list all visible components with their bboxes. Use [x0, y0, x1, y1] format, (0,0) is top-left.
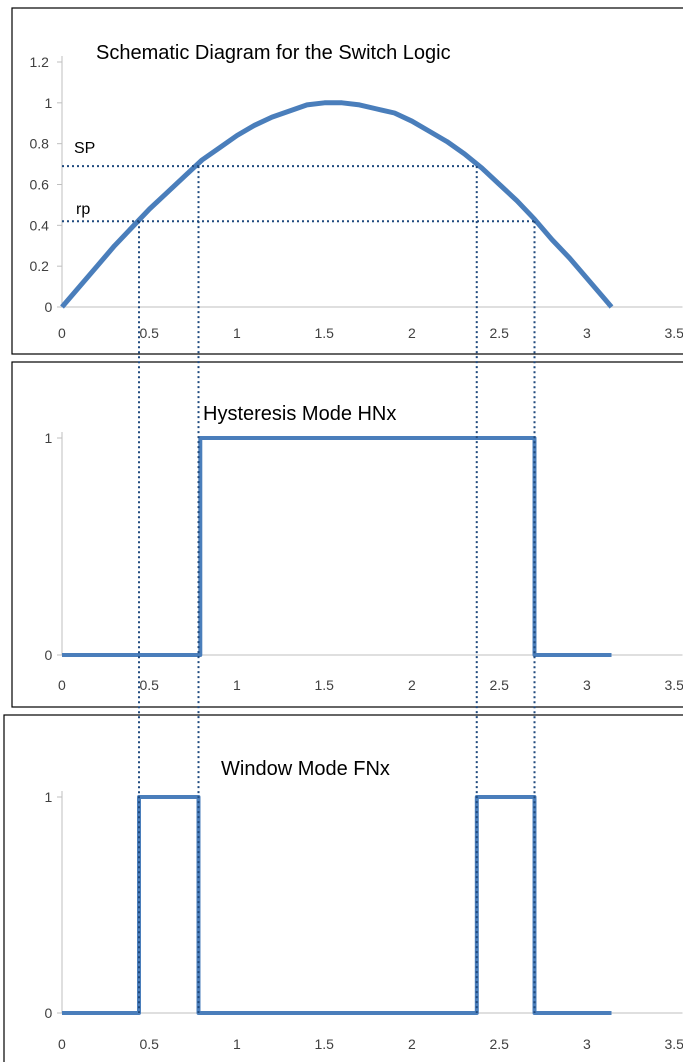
panel-2-y-tick-label: 1 — [45, 430, 53, 446]
panel-1-y-tick-label: 1 — [45, 95, 53, 111]
panel-3-y-tick-label: 1 — [45, 789, 53, 805]
panel-2-y-tick-label: 0 — [45, 647, 53, 663]
panel-1-y-tick-label: 0.6 — [30, 177, 50, 193]
panel-1-series-line — [60, 100, 614, 309]
plot-layer: 0 0.5 1 1.5 2 2.5 3 3.5 0 0.2 0.4 0.6 0.8 1 1.2 0 0.5 1 1.… — [30, 54, 683, 1052]
panel-3-x-tick-label: 1 — [233, 1036, 241, 1052]
panel-2-x-tick-label: 1 — [233, 677, 241, 693]
panel-3-series-line — [62, 795, 612, 1015]
panel-2-x-tick-label: 2 — [408, 677, 416, 693]
panel-1-x-tick-label: 2.5 — [490, 325, 510, 341]
panel-1-y-tick-label: 0.8 — [30, 136, 50, 152]
panel-1-y-tick-label: 0.2 — [30, 258, 50, 274]
panel-2-x-tick-label: 1.5 — [315, 677, 335, 693]
panel-2-series-line — [62, 436, 612, 657]
rp-label: rp — [76, 201, 90, 218]
panel-1-x-tick-label: 1.5 — [315, 325, 335, 341]
panel-2-title: Hysteresis Mode HNx — [203, 403, 396, 425]
panel-3-x-tick-label: 2.5 — [490, 1036, 510, 1052]
panel-3-x-tick-label: 1.5 — [315, 1036, 335, 1052]
panel-1-y-tick-label: 0.4 — [30, 217, 50, 233]
panel-2-x-tick-label: 2.5 — [490, 677, 510, 693]
panel-3-x-tick-label: 3.5 — [665, 1036, 683, 1052]
panel-1-y-tick-label: 1.2 — [30, 54, 50, 70]
panel-1-title: Schematic Diagram for the Switch Logic — [96, 42, 451, 64]
panel-1-x-tick-label: 3.5 — [665, 325, 683, 341]
panel-3-x-tick-label: 3 — [583, 1036, 591, 1052]
panel-3-x-tick-label: 0 — [58, 1036, 66, 1052]
panel-1-frame — [11, 7, 683, 355]
panel-1-x-tick-label: 1 — [233, 325, 241, 341]
panel-1-x-tick-label: 3 — [583, 325, 591, 341]
sp-label: SP — [74, 140, 95, 157]
panel-1-x-tick-label: 2 — [408, 325, 416, 341]
panel-1-x-tick-label: 0 — [58, 325, 66, 341]
panel-3-title: Window Mode FNx — [221, 758, 390, 780]
panel-2-x-tick-label: 0.5 — [140, 677, 160, 693]
panel-3-y-tick-label: 0 — [45, 1005, 53, 1021]
panel-3-x-tick-label: 0.5 — [140, 1036, 160, 1052]
panel-2-x-tick-label: 3 — [583, 677, 591, 693]
panel-2-x-tick-label: 0 — [58, 677, 66, 693]
panel-1-y-tick-label: 0 — [45, 299, 53, 315]
panel-2-x-tick-label: 3.5 — [665, 677, 683, 693]
panel-3-x-tick-label: 2 — [408, 1036, 416, 1052]
panel-2-frame — [11, 361, 683, 708]
panel-1-x-tick-label: 0.5 — [140, 325, 160, 341]
panel-3-frame — [3, 714, 683, 1062]
